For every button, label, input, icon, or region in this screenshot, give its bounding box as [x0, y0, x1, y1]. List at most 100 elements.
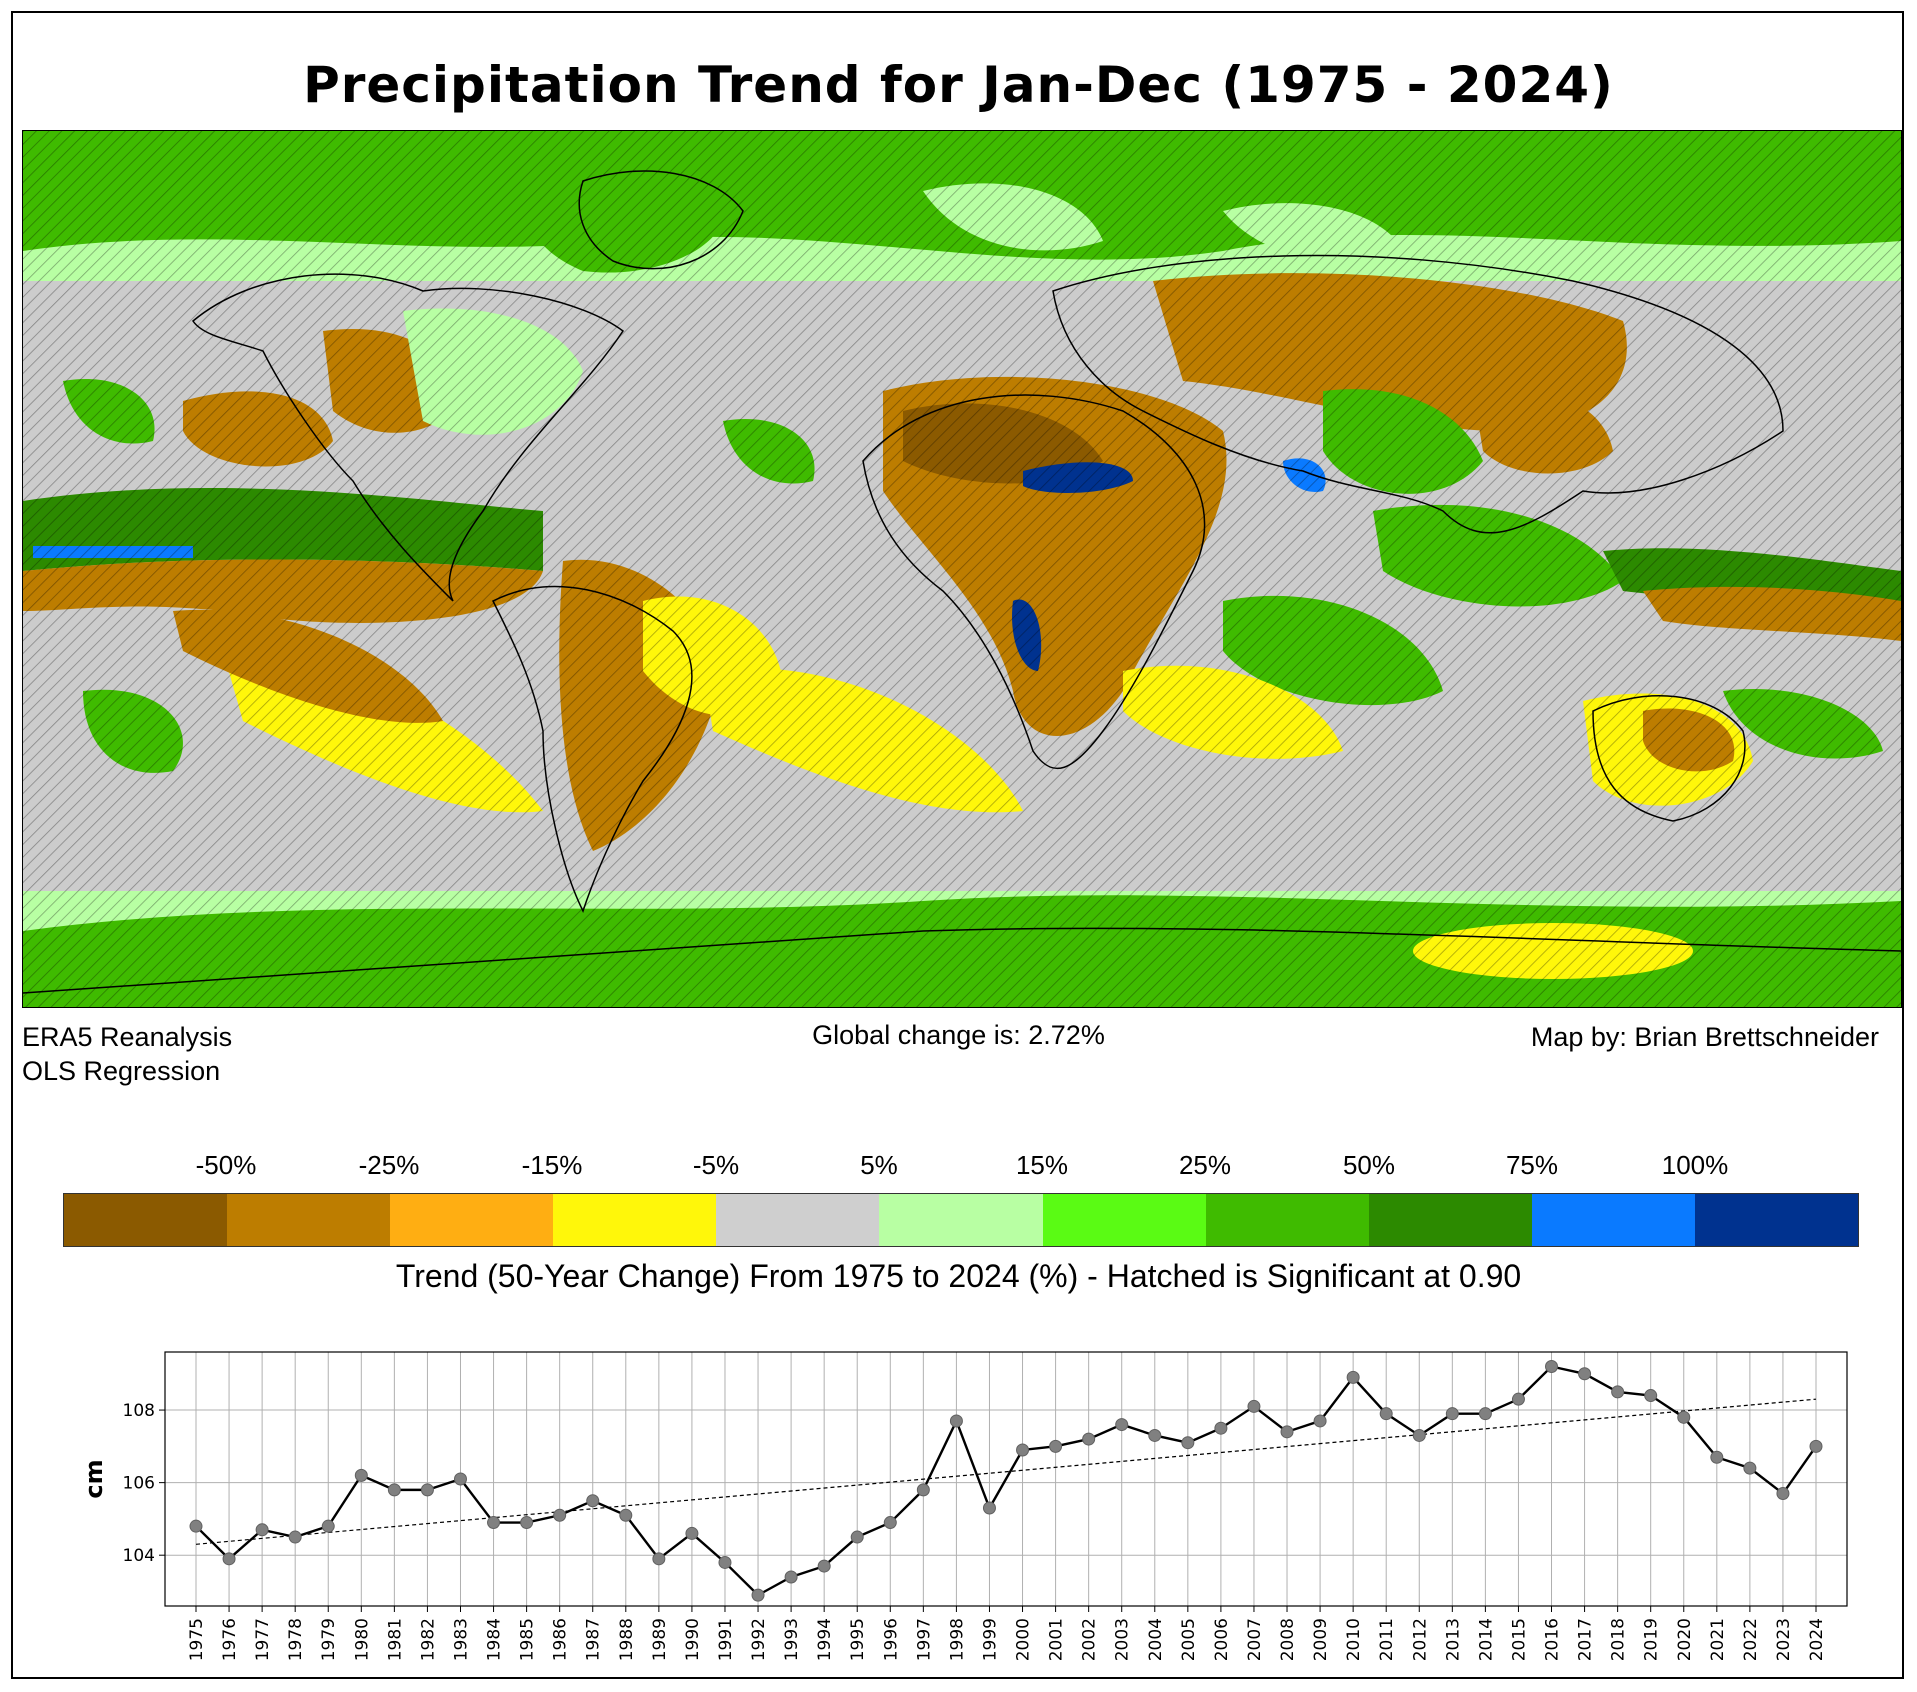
- data-point: [1776, 1487, 1790, 1501]
- source-line-2: OLS Regression: [22, 1056, 221, 1086]
- x-tick-label: 2002: [1080, 1618, 1100, 1661]
- x-tick-label: 2021: [1708, 1618, 1728, 1661]
- x-tick-label: 2001: [1047, 1618, 1067, 1661]
- data-point: [189, 1519, 203, 1533]
- data-point: [1016, 1443, 1030, 1457]
- x-tick-label: 1996: [881, 1618, 901, 1661]
- trend-line: [195, 1398, 1817, 1545]
- x-tick-label: 1991: [716, 1618, 736, 1661]
- x-tick-label: 1987: [584, 1618, 604, 1661]
- data-point: [453, 1472, 467, 1486]
- x-tick-label: 2000: [1014, 1618, 1034, 1661]
- data-point: [982, 1501, 996, 1515]
- x-tick-label: 1977: [253, 1618, 273, 1661]
- data-point: [949, 1414, 963, 1428]
- data-point: [1809, 1439, 1823, 1453]
- colorbar-segment: [64, 1194, 228, 1246]
- x-tick-label: 1992: [749, 1618, 769, 1661]
- colorbar-label: 25%: [1178, 1150, 1232, 1180]
- colorbar-segment: [1694, 1194, 1859, 1246]
- data-point: [1115, 1418, 1129, 1432]
- x-tick-label: 2016: [1543, 1618, 1563, 1661]
- colorbar-segment: [716, 1194, 880, 1246]
- data-point: [652, 1552, 666, 1566]
- x-tick-label: 2014: [1476, 1618, 1496, 1661]
- x-tick-label: 2018: [1609, 1618, 1629, 1661]
- data-line: [195, 1365, 1817, 1597]
- data-point: [1611, 1385, 1625, 1399]
- page-title: Precipitation Trend for Jan-Dec (1975 - …: [303, 56, 1614, 114]
- x-tick-label: 2010: [1344, 1618, 1364, 1661]
- y-tick-label: 106: [123, 1474, 155, 1494]
- figure-frame: [11, 11, 1904, 1679]
- x-tick-label: 1993: [782, 1618, 802, 1661]
- australia-outline: [1592, 695, 1746, 822]
- x-tick-label: 2009: [1311, 1618, 1331, 1661]
- global-change: Global change is: 2.72%: [812, 1020, 1105, 1050]
- data-point: [222, 1552, 236, 1566]
- colorbar-caption: Trend (50-Year Change) From 1975 to 2024…: [395, 1258, 1522, 1294]
- eurasia-outline: [1052, 254, 1784, 534]
- data-point: [751, 1588, 765, 1602]
- data-point: [1280, 1425, 1294, 1439]
- data-point: [1346, 1370, 1360, 1384]
- colorbar-label: 50%: [1342, 1150, 1396, 1180]
- x-tick-label: 1998: [947, 1618, 967, 1661]
- data-point: [883, 1516, 897, 1530]
- data-point: [1082, 1432, 1096, 1446]
- x-tick-label: 2020: [1675, 1618, 1695, 1661]
- x-tick-label: 2023: [1774, 1618, 1794, 1661]
- significance-hatching: [23, 131, 1901, 1007]
- plot-frame: [164, 1351, 1848, 1607]
- africa-outline: [862, 394, 1206, 770]
- colorbar-label: -50%: [195, 1150, 257, 1180]
- data-point: [1478, 1407, 1492, 1421]
- data-point: [586, 1494, 600, 1508]
- data-point: [1181, 1436, 1195, 1450]
- x-tick-label: 2017: [1576, 1618, 1596, 1661]
- colorbar-label: 5%: [860, 1150, 898, 1180]
- x-tick-label: 2005: [1179, 1618, 1199, 1661]
- data-point: [1412, 1428, 1426, 1442]
- antarctica-outline: [23, 927, 1901, 994]
- data-point: [520, 1516, 534, 1530]
- data-point: [354, 1468, 368, 1482]
- data-point: [1214, 1421, 1228, 1435]
- data-point: [321, 1519, 335, 1533]
- x-tick-label: 2011: [1377, 1618, 1397, 1661]
- x-tick-label: 1997: [914, 1618, 934, 1661]
- colorbar-segment: [1205, 1194, 1369, 1246]
- map-canvas: [23, 131, 1901, 1007]
- x-tick-label: 1988: [617, 1618, 637, 1661]
- data-point: [420, 1483, 434, 1497]
- y-axis-label: cm: [80, 1459, 108, 1498]
- x-tick-label: 1976: [220, 1618, 240, 1661]
- x-tick-label: 2024: [1807, 1618, 1827, 1661]
- x-tick-label: 2022: [1741, 1618, 1761, 1661]
- x-tick-label: 2003: [1113, 1618, 1133, 1661]
- x-tick-label: 2006: [1212, 1618, 1232, 1661]
- colorbar-label: 15%: [1015, 1150, 1069, 1180]
- x-tick-label: 1983: [451, 1618, 471, 1661]
- colorbar-segment: [1042, 1194, 1206, 1246]
- map-credit: Map by: Brian Brettschneider: [1530, 1022, 1879, 1052]
- colorbar-segment: [553, 1194, 717, 1246]
- data-point: [916, 1483, 930, 1497]
- data-point: [1148, 1428, 1162, 1442]
- data-point: [1545, 1360, 1559, 1374]
- data-point: [1710, 1450, 1724, 1464]
- colorbar-label: -25%: [358, 1150, 420, 1180]
- y-tick-label: 108: [123, 1401, 155, 1421]
- data-point: [619, 1508, 633, 1522]
- data-point: [1644, 1389, 1658, 1403]
- data-point: [718, 1555, 732, 1569]
- colorbar: [63, 1193, 1859, 1247]
- precipitation-trend-map: [22, 130, 1902, 1008]
- colorbar-segment: [227, 1194, 391, 1246]
- x-tick-label: 1990: [683, 1618, 703, 1661]
- x-tick-label: 2013: [1443, 1618, 1463, 1661]
- data-point: [1677, 1410, 1691, 1424]
- data-point: [1511, 1392, 1525, 1406]
- data-point: [1445, 1407, 1459, 1421]
- x-tick-label: 1999: [980, 1618, 1000, 1661]
